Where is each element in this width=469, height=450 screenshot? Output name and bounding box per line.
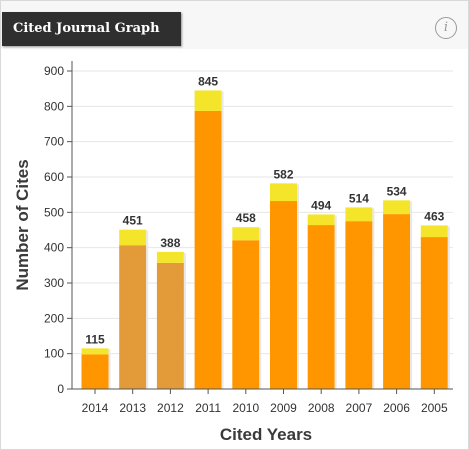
chart-title: Cited Journal Graph — [2, 12, 181, 46]
y-tick-label: 500 — [44, 205, 64, 219]
bar-segment-base[interactable] — [307, 225, 335, 389]
bar-segment-top[interactable] — [232, 227, 260, 241]
x-axis-title: Cited Years — [220, 425, 312, 444]
y-tick-label: 600 — [44, 170, 64, 184]
y-tick-label: 0 — [57, 382, 64, 396]
x-tick-label: 2014 — [82, 401, 109, 415]
bar-segment-top[interactable] — [383, 200, 411, 215]
bars — [81, 90, 450, 389]
bar-segment-base[interactable] — [383, 214, 411, 389]
x-tick-label: 2013 — [119, 401, 146, 415]
bar-segment-base[interactable] — [156, 262, 184, 389]
y-tick-label: 800 — [44, 99, 64, 113]
data-label: 845 — [198, 74, 218, 88]
x-tick-label: 2011 — [195, 401, 221, 415]
y-tick-label: 700 — [44, 135, 64, 149]
x-tick-label: 2012 — [157, 401, 184, 415]
labels: 0 100 200 300 400 500 600 700 800 900 115 2014 451 20… — [44, 64, 448, 415]
data-label: 494 — [311, 198, 331, 212]
bar-shadow — [372, 208, 375, 389]
bar-shadow — [297, 184, 299, 389]
data-label: 458 — [236, 211, 256, 225]
data-label: 463 — [424, 209, 444, 223]
info-icon[interactable]: i — [435, 17, 457, 39]
x-tick-label: 2010 — [232, 401, 259, 415]
x-tick-label: 2005 — [421, 401, 448, 415]
bar-segment-top[interactable] — [270, 183, 297, 202]
bar-shadow — [334, 215, 337, 389]
bar-shadow — [447, 226, 450, 389]
bar-segment-top[interactable] — [194, 90, 222, 111]
data-label: 115 — [85, 332, 105, 346]
x-tick-label: 2009 — [270, 401, 297, 415]
bar-segment-top[interactable] — [119, 229, 147, 246]
y-tick-label: 400 — [44, 241, 64, 255]
bar-segment-base[interactable] — [119, 245, 147, 389]
bar-segment-base[interactable] — [420, 237, 448, 389]
y-tick-label: 300 — [44, 276, 64, 290]
bar-shadow — [108, 349, 111, 389]
bar-shadow — [259, 228, 262, 389]
bar-segment-top[interactable] — [307, 214, 335, 226]
bar-segment-base[interactable] — [81, 354, 109, 389]
data-label: 534 — [387, 184, 407, 198]
y-axis-title: Number of Cites — [13, 159, 32, 290]
y-tick-label: 200 — [44, 311, 64, 325]
bar-shadow — [183, 252, 186, 389]
bar-shadow — [221, 91, 224, 389]
data-label: 451 — [123, 214, 143, 228]
data-label: 388 — [160, 236, 180, 250]
y-tick-label: 100 — [44, 347, 64, 361]
bar-segment-base[interactable] — [194, 110, 222, 389]
bar-segment-top[interactable] — [156, 251, 184, 263]
y-tick-label: 900 — [44, 64, 64, 78]
bar-segment-top[interactable] — [345, 207, 373, 222]
bar-shadow — [146, 230, 149, 389]
bar-segment-base[interactable] — [345, 221, 373, 389]
data-label: 582 — [273, 167, 293, 181]
bar-segment-base[interactable] — [232, 240, 260, 389]
bar-segment-top[interactable] — [420, 225, 448, 238]
axes — [67, 61, 453, 394]
x-tick-label: 2007 — [346, 401, 373, 415]
bar-shadow — [410, 201, 413, 389]
bar-segment-base[interactable] — [270, 201, 297, 389]
bar-segment-top[interactable] — [81, 348, 109, 355]
x-tick-label: 2006 — [383, 401, 410, 415]
data-label: 514 — [349, 191, 369, 205]
x-tick-label: 2008 — [308, 401, 335, 415]
